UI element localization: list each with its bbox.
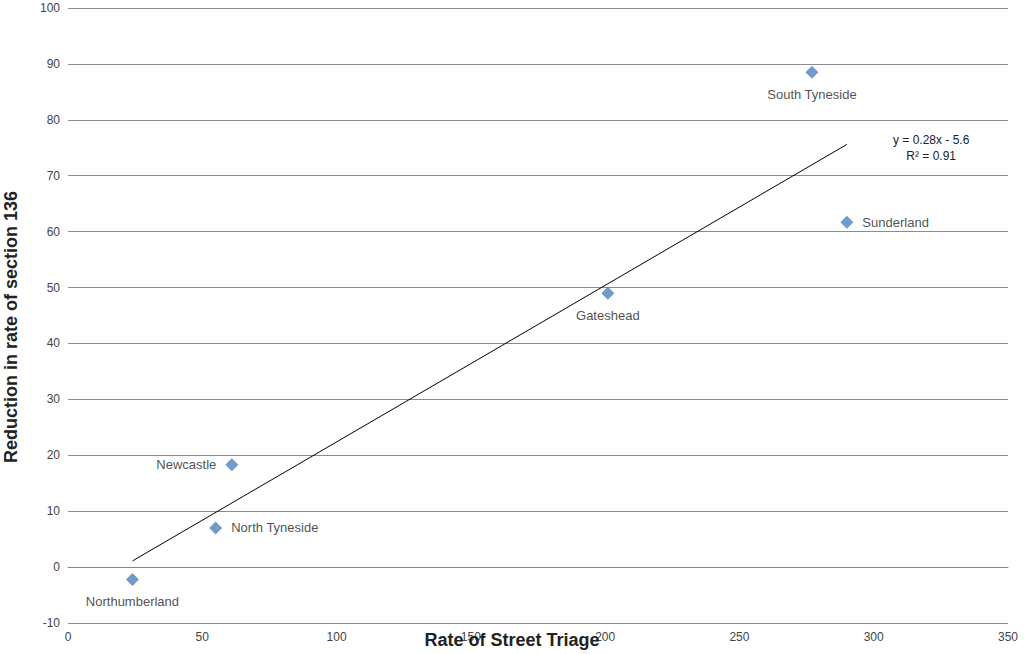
svg-text:50: 50: [196, 630, 210, 644]
svg-text:80: 80: [47, 113, 61, 127]
svg-text:Sunderland: Sunderland: [862, 215, 929, 230]
svg-text:60: 60: [47, 225, 61, 239]
svg-text:30: 30: [47, 392, 61, 406]
svg-text:-10: -10: [43, 616, 61, 630]
svg-text:40: 40: [47, 336, 61, 350]
svg-text:Rate of Street Triage: Rate of Street Triage: [424, 630, 599, 650]
svg-text:100: 100: [327, 630, 347, 644]
svg-text:90: 90: [47, 57, 61, 71]
svg-text:Newcastle: Newcastle: [156, 457, 216, 472]
svg-text:South Tyneside: South Tyneside: [767, 87, 856, 102]
svg-text:50: 50: [47, 281, 61, 295]
svg-text:0: 0: [65, 630, 72, 644]
svg-text:North Tyneside: North Tyneside: [231, 520, 318, 535]
svg-text:y = 0.28x - 5.6: y = 0.28x - 5.6: [893, 133, 970, 147]
svg-text:0: 0: [53, 560, 60, 574]
svg-text:100: 100: [40, 1, 60, 15]
svg-text:Gateshead: Gateshead: [576, 308, 640, 323]
svg-text:20: 20: [47, 448, 61, 462]
svg-text:R² = 0.91: R² = 0.91: [906, 149, 956, 163]
svg-text:350: 350: [998, 630, 1018, 644]
svg-text:Northumberland: Northumberland: [86, 594, 179, 609]
svg-text:200: 200: [595, 630, 616, 644]
svg-text:Reduction in rate of section 1: Reduction in rate of section 136: [1, 191, 21, 463]
svg-text:300: 300: [864, 630, 884, 644]
svg-text:10: 10: [47, 504, 61, 518]
svg-text:250: 250: [729, 630, 749, 644]
svg-text:70: 70: [47, 169, 61, 183]
